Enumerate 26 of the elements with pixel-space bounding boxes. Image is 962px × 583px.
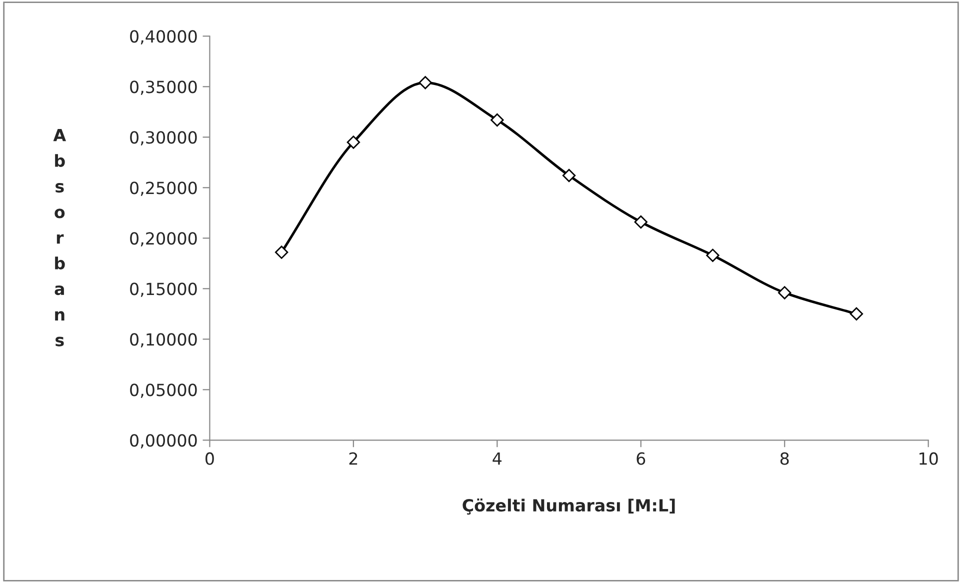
x-tick-label: 2 <box>349 452 358 465</box>
x-tick-label: 6 <box>636 452 646 465</box>
y-tick-label: 0,25000 <box>130 182 197 196</box>
point <box>706 248 720 262</box>
x-tick-label: 4 <box>492 452 502 465</box>
point <box>490 113 504 127</box>
y-tick-label: 0,05000 <box>130 384 197 398</box>
y-tick-label: 0,20000 <box>130 232 197 246</box>
point <box>634 215 648 229</box>
y-tick-label: 0,10000 <box>130 333 197 348</box>
point <box>346 136 360 149</box>
point <box>562 168 576 182</box>
point <box>850 307 864 320</box>
x-axis-title: Çözelti Numarası [M:L] <box>462 498 675 515</box>
x-tick-label: 8 <box>780 452 789 465</box>
y-tick-label: 0,35000 <box>130 80 197 95</box>
point <box>274 246 288 259</box>
x-tick-label: 10 <box>920 452 938 465</box>
x-tick-label: 0 <box>206 452 214 465</box>
y-tick-label: 0,00000 <box>130 434 197 448</box>
y-tick-label: 0,15000 <box>130 282 197 297</box>
text: Absorbans <box>53 128 66 346</box>
y-tick-label: 0,30000 <box>130 131 197 146</box>
point <box>778 286 792 300</box>
y-tick-label: 0,40000 <box>130 30 197 44</box>
point <box>418 76 432 90</box>
